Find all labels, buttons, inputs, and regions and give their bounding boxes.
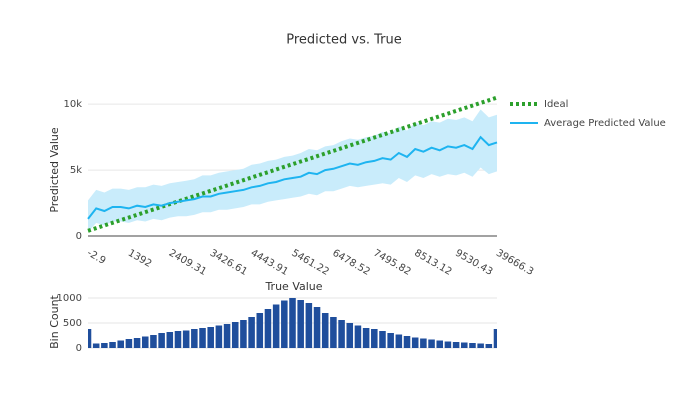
x-axis-title: True Value bbox=[264, 280, 322, 293]
bar bbox=[174, 331, 182, 348]
x-tick-label: 1392 bbox=[126, 248, 154, 270]
x-tick-label: 8513.12 bbox=[412, 248, 453, 278]
bar bbox=[281, 300, 288, 348]
bar bbox=[141, 336, 149, 348]
x-tick-label: 7495.82 bbox=[371, 248, 412, 278]
bar bbox=[248, 317, 255, 348]
x-tick-label: 9530.43 bbox=[453, 248, 494, 278]
line bbox=[87, 135, 498, 220]
x-tick-label: 4443.91 bbox=[249, 248, 290, 278]
y-axis-title: Predicted Value bbox=[48, 127, 61, 213]
bar bbox=[321, 313, 329, 348]
bar bbox=[117, 340, 124, 348]
bar bbox=[166, 332, 174, 348]
bar bbox=[362, 328, 370, 348]
bar bbox=[88, 329, 92, 348]
bar bbox=[313, 307, 321, 348]
bar bbox=[395, 334, 403, 348]
bar bbox=[109, 342, 116, 348]
bar bbox=[256, 313, 264, 348]
bar bbox=[125, 339, 133, 348]
bar bbox=[387, 333, 394, 348]
bar bbox=[346, 323, 354, 348]
bar bbox=[158, 333, 165, 348]
y-tick-label: 0 bbox=[76, 343, 82, 354]
bar bbox=[297, 300, 304, 348]
hist-y-axis-title: Bin Count bbox=[48, 294, 61, 348]
bar bbox=[428, 339, 435, 348]
bar bbox=[477, 343, 484, 348]
bar bbox=[191, 329, 198, 348]
bar bbox=[272, 304, 280, 348]
bar bbox=[420, 338, 427, 348]
bar bbox=[371, 329, 378, 348]
chart-title: Predicted vs. True bbox=[286, 33, 402, 48]
y-tick-label: 1000 bbox=[57, 293, 82, 304]
bar bbox=[289, 298, 296, 348]
bar bbox=[461, 342, 468, 348]
x-tick-label: 39666.3 bbox=[494, 248, 535, 278]
legend-label: Average Predicted Value bbox=[544, 118, 666, 129]
bar bbox=[403, 336, 411, 348]
legend-label: Ideal bbox=[544, 99, 568, 110]
bar bbox=[223, 324, 231, 348]
bar bbox=[493, 329, 497, 348]
bar bbox=[101, 343, 108, 348]
bar bbox=[444, 341, 452, 348]
bar bbox=[354, 325, 362, 348]
bar bbox=[469, 343, 476, 348]
bar bbox=[338, 320, 345, 348]
band bbox=[88, 109, 497, 233]
y-tick-label: 0 bbox=[76, 231, 82, 242]
x-tick-label: 2409.31 bbox=[167, 248, 208, 278]
bar bbox=[231, 322, 239, 348]
bar bbox=[133, 338, 141, 348]
bar bbox=[264, 309, 272, 348]
bar bbox=[92, 343, 100, 348]
x-tick-label: -2.9 bbox=[85, 248, 107, 267]
x-tick-label: 3426.61 bbox=[208, 248, 249, 278]
bar bbox=[150, 335, 157, 348]
bar bbox=[436, 340, 444, 348]
bar bbox=[485, 344, 493, 348]
bar bbox=[452, 342, 460, 348]
bar bbox=[411, 337, 419, 348]
bar bbox=[379, 331, 386, 348]
bar bbox=[305, 303, 313, 348]
bar bbox=[215, 325, 223, 348]
bar bbox=[240, 320, 247, 348]
bar bbox=[330, 317, 337, 348]
y-tick-label: 5k bbox=[70, 165, 82, 176]
bar bbox=[182, 330, 190, 348]
y-tick-label: 500 bbox=[63, 318, 82, 329]
x-tick-label: 5461.22 bbox=[290, 248, 331, 278]
x-tick-label: 6478.52 bbox=[330, 248, 371, 278]
bar bbox=[199, 328, 206, 348]
bar bbox=[207, 327, 214, 348]
y-tick-label: 10k bbox=[63, 99, 82, 110]
